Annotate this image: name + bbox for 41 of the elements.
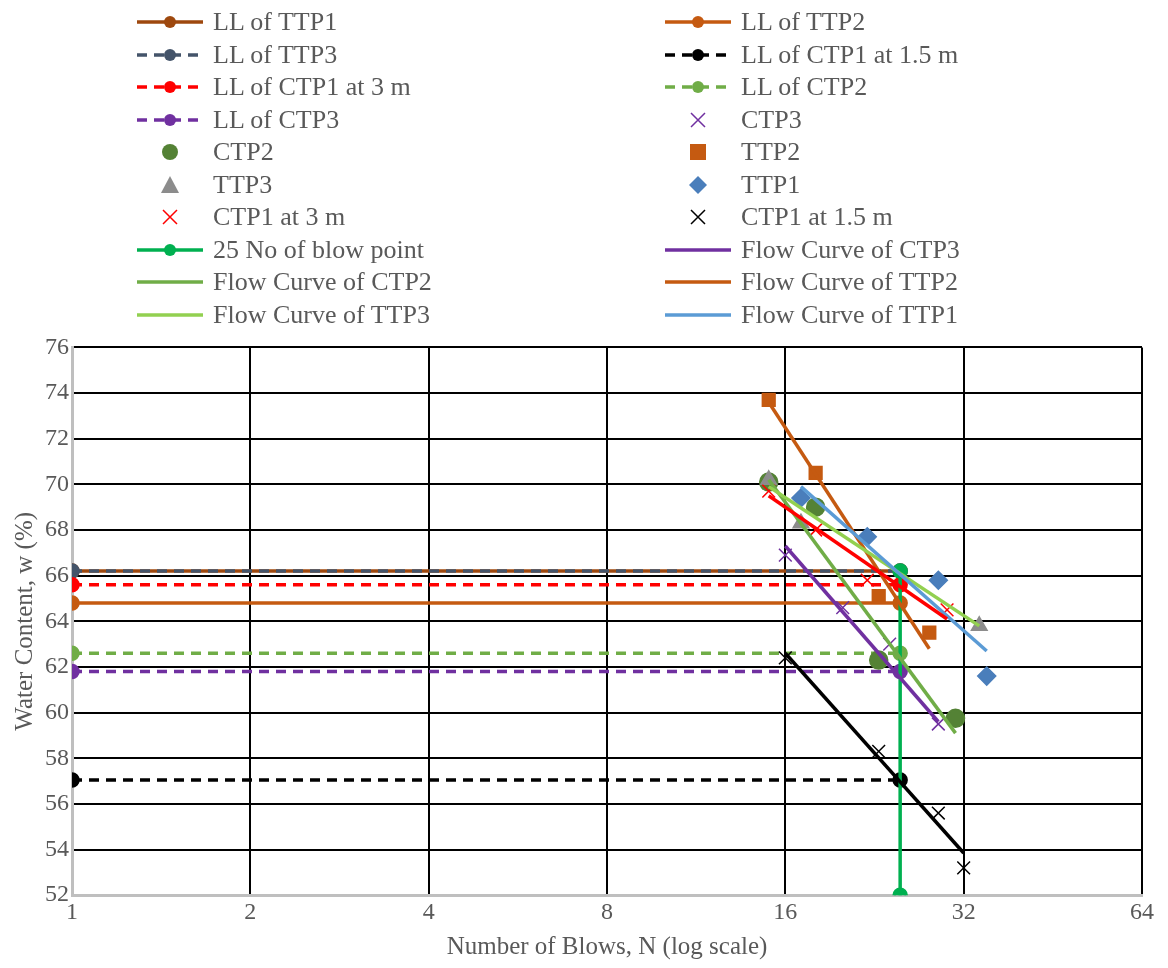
legend-label: TTP2 <box>741 137 801 168</box>
y-tick-label: 70 <box>45 469 69 496</box>
x-tick-label: 64 <box>1130 897 1154 924</box>
legend-label: LL of TTP2 <box>741 7 866 38</box>
legend-label: Flow Curve of TTP2 <box>741 267 958 298</box>
y-tick-label: 56 <box>45 789 69 816</box>
y-tick-label: 74 <box>45 378 69 405</box>
legend-label: Flow Curve of TTP3 <box>213 299 430 330</box>
y-tick-label: 58 <box>45 743 69 770</box>
x-tick-label: 16 <box>773 897 798 924</box>
legend-label: CTP1 at 3 m <box>213 202 346 233</box>
legend-label: CTP2 <box>213 137 274 168</box>
legend-label: Flow Curve of CTP2 <box>213 267 432 298</box>
y-tick-label: 60 <box>45 697 69 724</box>
legend-label: LL of TTP1 <box>213 7 338 38</box>
legend-label: LL of CTP3 <box>213 104 340 135</box>
legend-label: LL of CTP1 at 3 m <box>213 72 411 103</box>
legend-label: 25 No of blow point <box>213 234 424 265</box>
x-axis-title: Number of Blows, N (log scale) <box>446 931 768 960</box>
legend-label: CTP3 <box>741 104 802 135</box>
y-tick-label: 76 <box>45 332 69 359</box>
y-tick-label: 72 <box>45 424 69 450</box>
y-tick-label: 62 <box>45 652 69 679</box>
y-axis-title: Water Content, w (%) <box>9 511 38 731</box>
y-tick-label: 54 <box>45 834 69 861</box>
x-tick-label: 2 <box>244 897 257 924</box>
x-tick-label: 8 <box>601 897 613 924</box>
y-tick-label: 66 <box>45 560 69 587</box>
legend-label: TTP3 <box>213 169 273 200</box>
legend-label: TTP1 <box>741 169 801 200</box>
y-tick-label: 68 <box>45 515 69 542</box>
legend-label: LL of CTP2 <box>741 72 868 103</box>
legend-label: LL of CTP1 at 1.5 m <box>741 39 959 70</box>
y-tick-label: 52 <box>45 880 69 907</box>
x-tick-label: 32 <box>951 897 976 924</box>
x-tick-label: 4 <box>422 897 435 924</box>
legend-label: LL of TTP3 <box>213 39 338 70</box>
legend-label: Flow Curve of CTP3 <box>741 234 960 265</box>
y-tick-label: 64 <box>45 606 69 633</box>
legend-label: Flow Curve of TTP1 <box>741 299 958 330</box>
legend-label: CTP1 at 1.5 m <box>741 202 893 233</box>
